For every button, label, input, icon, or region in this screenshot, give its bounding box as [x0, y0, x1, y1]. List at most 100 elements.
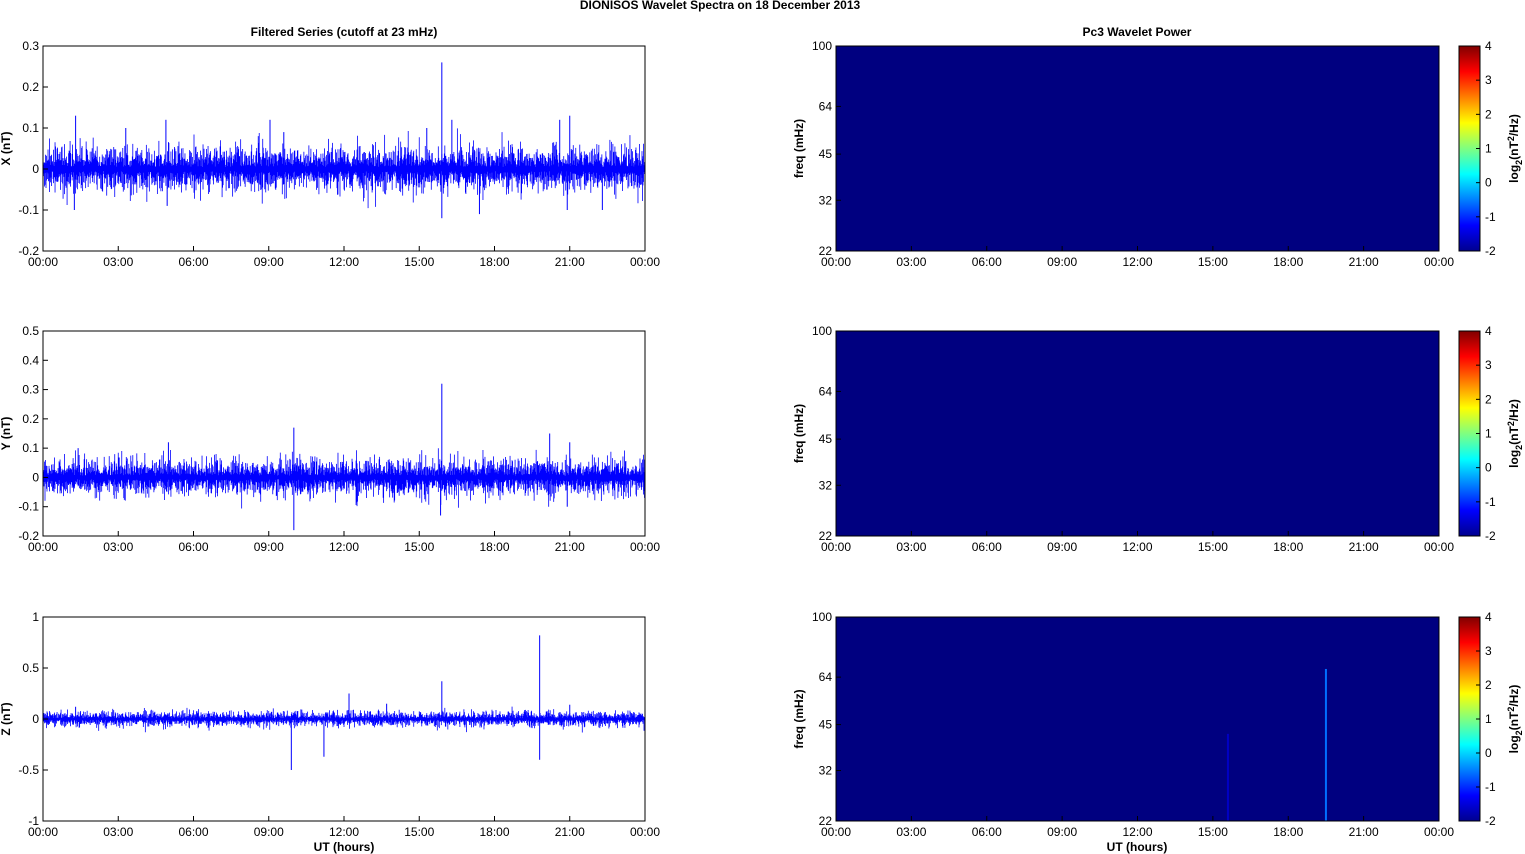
- spectrum-xtick-label: 09:00: [1047, 540, 1077, 554]
- spectrum-xtick-label: 00:00: [1424, 825, 1454, 839]
- colorbar-tick-label: 4: [1485, 610, 1492, 624]
- colorbar-tick-label: 1: [1485, 712, 1492, 726]
- y-axis-label: freq (mHz): [792, 404, 806, 463]
- spectrum-xtick-label: 06:00: [972, 540, 1002, 554]
- ytick-label: 64: [819, 99, 833, 113]
- ytick-label: -0.1: [18, 203, 39, 217]
- series-xtick-label: 00:00: [630, 540, 660, 554]
- spectrum-xtick-label: 12:00: [1122, 255, 1152, 269]
- spectrum-xtick-label: 09:00: [1047, 255, 1077, 269]
- spectrum-feature: [1226, 733, 1229, 821]
- colorbar-tick-label: -2: [1485, 814, 1496, 828]
- series-xtick-label: 03:00: [103, 540, 133, 554]
- colorbar: -2 -1 0 1 2 3 4 log2(nT2/Hz): [1458, 610, 1524, 828]
- spectrum-xtick-label: 18:00: [1273, 255, 1303, 269]
- colorbar-label: log2(nT2/Hz): [1506, 399, 1524, 468]
- ytick-label: -0.1: [18, 500, 39, 514]
- spectrum-xtick-label: 18:00: [1273, 540, 1303, 554]
- series-xtick-label: 21:00: [555, 540, 585, 554]
- colorbar-tick-label: 3: [1485, 358, 1492, 372]
- series-xtick-label: 03:00: [103, 255, 133, 269]
- ytick-label: 0.4: [22, 353, 39, 367]
- ytick-label: 64: [819, 670, 833, 684]
- plot-area: [43, 331, 645, 536]
- spectrum-xtick-label: 06:00: [972, 825, 1002, 839]
- spectrum-image: [836, 617, 1439, 821]
- colorbar-tick-label: 1: [1485, 142, 1492, 156]
- colorbar-tick-label: -1: [1485, 210, 1496, 224]
- colorbar-gradient: [1459, 46, 1480, 251]
- series-xtick-label: 15:00: [404, 825, 434, 839]
- y-axis-label: X (nT): [0, 132, 13, 166]
- ytick-label: 0: [32, 162, 39, 176]
- colorbar-tick-label: 4: [1485, 324, 1492, 338]
- spectrum-xtick-label: 21:00: [1349, 825, 1379, 839]
- ytick-label: -0.2: [18, 529, 39, 543]
- ytick-label: 22: [819, 244, 833, 258]
- colorbar-tick-label: 2: [1485, 107, 1492, 121]
- series-xtick-label: 12:00: [329, 540, 359, 554]
- spectrum-xtick-label: 00:00: [1424, 540, 1454, 554]
- colorbar-tick-label: 3: [1485, 73, 1492, 87]
- series-xtick-label: 00:00: [28, 540, 58, 554]
- series-xtick-label: 21:00: [555, 825, 585, 839]
- ytick-label: -0.5: [18, 763, 39, 777]
- y-axis-label: Y (nT): [0, 417, 13, 451]
- spectrum-image: [836, 331, 1439, 536]
- spectrum-xtick-label: 21:00: [1349, 540, 1379, 554]
- ytick-label: 0.5: [22, 661, 39, 675]
- spectrum-xtick-label: 03:00: [896, 825, 926, 839]
- colorbar: -2 -1 0 1 2 3 4 log2(nT2/Hz): [1458, 324, 1524, 543]
- series-xtick-label: 00:00: [630, 825, 660, 839]
- series-xtick-label: 18:00: [479, 825, 509, 839]
- colorbar: -2 -1 0 1 2 3 4 log2(nT2/Hz): [1458, 39, 1524, 258]
- colorbar-tick-label: 4: [1485, 39, 1492, 53]
- spectrum-xtick-label: 06:00: [972, 255, 1002, 269]
- series-xtick-label: 00:00: [28, 825, 58, 839]
- colorbar-tick-label: -1: [1485, 495, 1496, 509]
- colorbar-tick-label: 0: [1485, 461, 1492, 475]
- ytick-label: 0: [32, 470, 39, 484]
- ytick-label: -1: [28, 814, 39, 828]
- series-xtick-label: 00:00: [28, 255, 58, 269]
- series-xtick-label: 09:00: [254, 825, 284, 839]
- colorbar-tick-label: 2: [1485, 678, 1492, 692]
- series-xtick-label: 15:00: [404, 540, 434, 554]
- ytick-label: 0.1: [22, 441, 39, 455]
- colorbar-label: log2(nT2/Hz): [1506, 114, 1524, 183]
- spectrum-xtick-label: 18:00: [1273, 825, 1303, 839]
- y-axis-label: freq (mHz): [792, 119, 806, 178]
- series-xtick-label: 12:00: [329, 825, 359, 839]
- series-panel-y: -0.2 -0.1 0 0.1 0.2 0.3 0.4 0.5 00:00 03:00 06:00 0…: [0, 324, 660, 554]
- colorbar-tick-label: 0: [1485, 746, 1492, 760]
- ytick-label: 1: [32, 610, 39, 624]
- ytick-label: 0.3: [22, 39, 39, 53]
- colorbar-tick-label: -2: [1485, 244, 1496, 258]
- spectrum-xtick-label: 03:00: [896, 540, 926, 554]
- ytick-label: 100: [812, 324, 832, 338]
- plot-area: [43, 46, 645, 251]
- spectrum-xtick-label: 00:00: [1424, 255, 1454, 269]
- ytick-label: 45: [819, 147, 833, 161]
- series-xtick-label: 09:00: [254, 255, 284, 269]
- ytick-label: 32: [819, 193, 833, 207]
- spectrum-xtick-label: 03:00: [896, 255, 926, 269]
- y-axis-label: Z (nT): [0, 702, 13, 735]
- colorbar-tick-label: 0: [1485, 176, 1492, 190]
- spectrum-xtick-label: 09:00: [1047, 825, 1077, 839]
- series-panel-x: -0.2 -0.1 0 0.1 0.2 0.3 00:00 03:00 06:00 09:00 12…: [0, 39, 660, 269]
- colorbar-gradient: [1459, 617, 1480, 821]
- series-panel-z: -1 -0.5 0 0.5 1 00:00 03:00 06:00 09:00 12:00 15:0…: [0, 610, 660, 839]
- ytick-label: 45: [819, 718, 833, 732]
- spectrum-xtick-label: 15:00: [1198, 825, 1228, 839]
- left-column-title: Filtered Series (cutoff at 23 mHz): [251, 25, 438, 39]
- colorbar-tick-label: -1: [1485, 780, 1496, 794]
- ytick-label: 45: [819, 432, 833, 446]
- colorbar-label: log2(nT2/Hz): [1506, 685, 1524, 754]
- ytick-label: 100: [812, 39, 832, 53]
- ytick-label: 32: [819, 764, 833, 778]
- colorbar-tick-label: 2: [1485, 392, 1492, 406]
